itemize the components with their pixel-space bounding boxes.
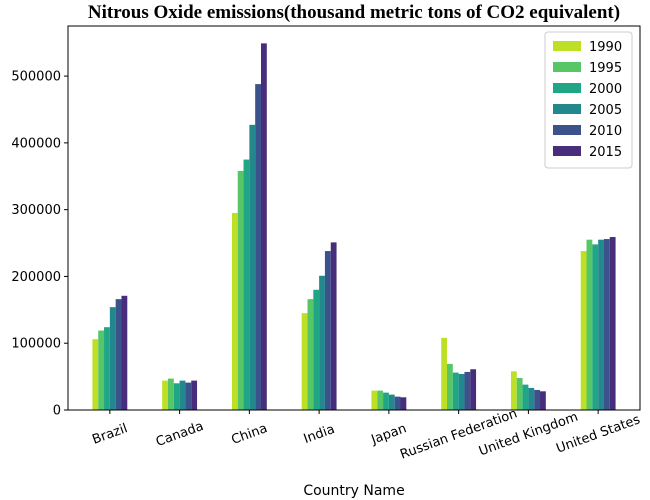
bar-1990-china bbox=[231, 212, 238, 410]
bar-2010-russian-federation bbox=[464, 371, 471, 410]
x-tick-label: Japan bbox=[369, 421, 409, 448]
bar-2015-united-states bbox=[609, 237, 616, 410]
legend-label-2005: 2005 bbox=[589, 103, 622, 118]
x-axis-label: Country Name bbox=[303, 483, 404, 499]
bar-1995-canada bbox=[167, 378, 174, 410]
bar-1995-united-kingdom bbox=[516, 377, 523, 410]
bar-2015-brazil bbox=[121, 295, 128, 410]
legend-swatch-2000 bbox=[553, 83, 581, 93]
chart-title: Nitrous Oxide emissions(thousand metric … bbox=[88, 2, 620, 23]
legend-swatch-2015 bbox=[553, 146, 581, 156]
y-tick-label: 200000 bbox=[11, 270, 61, 285]
bar-2015-canada bbox=[191, 380, 198, 410]
bar-2015-india bbox=[330, 242, 337, 410]
y-tick-label: 400000 bbox=[11, 136, 61, 151]
legend-label-2000: 2000 bbox=[589, 82, 622, 97]
bar-2000-united-kingdom bbox=[522, 384, 529, 410]
bar-1990-japan bbox=[371, 390, 378, 410]
y-tick-label: 300000 bbox=[11, 203, 61, 218]
bar-1990-india bbox=[301, 313, 308, 410]
bar-1990-russian-federation bbox=[441, 337, 448, 410]
bar-2005-united-states bbox=[598, 239, 604, 410]
bar-2000-russian-federation bbox=[452, 372, 459, 410]
bar-1995-japan bbox=[377, 390, 384, 410]
bar-2010-japan bbox=[394, 396, 401, 410]
bar-2005-united-kingdom bbox=[528, 387, 535, 410]
x-tick-label: Brazil bbox=[90, 421, 129, 448]
legend-swatch-1990 bbox=[553, 41, 581, 51]
bar-2015-japan bbox=[400, 397, 407, 410]
bar-2005-china bbox=[249, 124, 256, 410]
bar-1995-china bbox=[237, 170, 244, 410]
bar-2005-russian-federation bbox=[458, 373, 465, 410]
y-tick-label: 100000 bbox=[11, 337, 61, 352]
bar-2005-brazil bbox=[109, 307, 116, 410]
bar-2000-brazil bbox=[104, 327, 110, 410]
y-tick-label: 500000 bbox=[11, 70, 61, 85]
bar-2015-united-kingdom bbox=[540, 391, 546, 410]
legend-swatch-1995 bbox=[553, 62, 581, 72]
bar-2010-brazil bbox=[115, 299, 122, 410]
bar-2005-india bbox=[319, 275, 325, 410]
y-tick-label: 0 bbox=[53, 404, 61, 419]
legend-label-1990: 1990 bbox=[589, 40, 622, 55]
x-tick-label: Russian Federation bbox=[398, 406, 519, 462]
bar-2015-china bbox=[260, 43, 267, 411]
bar-1990-united-kingdom bbox=[510, 371, 517, 410]
bar-2000-canada bbox=[173, 383, 180, 410]
bar-2010-united-states bbox=[603, 239, 610, 410]
bar-1990-canada bbox=[162, 380, 168, 410]
bar-2000-japan bbox=[383, 392, 389, 410]
bar-1995-russian-federation bbox=[447, 363, 453, 410]
legend: 1990 1995 2000 2005 2010 2015 bbox=[544, 31, 633, 169]
bar-1995-india bbox=[307, 299, 314, 410]
bar-2000-india bbox=[313, 289, 320, 410]
bar-2015-russian-federation bbox=[470, 369, 477, 410]
bar-2000-china bbox=[243, 159, 250, 410]
legend-label-1995: 1995 bbox=[589, 61, 622, 76]
bar-1990-brazil bbox=[92, 339, 99, 410]
bar-2005-japan bbox=[388, 394, 395, 410]
bar-1995-brazil bbox=[98, 330, 105, 410]
plot-area bbox=[67, 25, 641, 411]
bar-2010-india bbox=[324, 251, 331, 410]
bar-2010-china bbox=[255, 84, 261, 410]
bar-2005-canada bbox=[179, 380, 186, 410]
legend-label-2015: 2015 bbox=[589, 145, 622, 160]
legend-swatch-2005 bbox=[553, 104, 581, 114]
x-tick-label: Canada bbox=[154, 419, 206, 450]
bar-2000-united-states bbox=[592, 244, 599, 410]
bar-2010-canada bbox=[185, 382, 192, 410]
plot-frame bbox=[67, 25, 641, 411]
x-tick-label: India bbox=[302, 422, 337, 447]
bar-1990-united-states bbox=[580, 251, 587, 410]
bar-1995-united-states bbox=[586, 239, 593, 410]
x-tick-label: China bbox=[230, 421, 270, 448]
y-axis-ticks: 0 100000 200000 300000 400000 500000 bbox=[11, 70, 68, 419]
legend-swatch-2010 bbox=[553, 125, 581, 135]
legend-label-2010: 2010 bbox=[589, 124, 622, 139]
bar-2010-united-kingdom bbox=[534, 389, 541, 410]
